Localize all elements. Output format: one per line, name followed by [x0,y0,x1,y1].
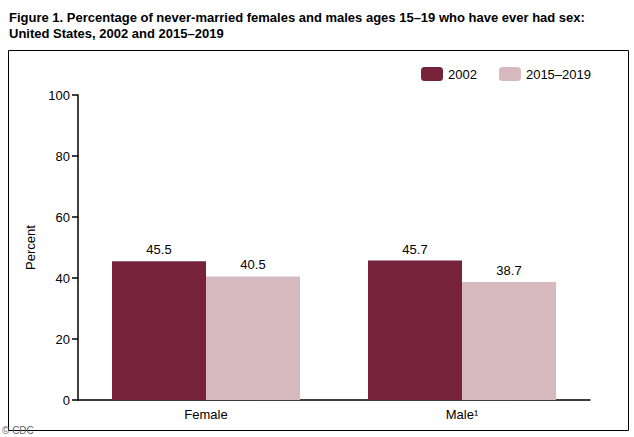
svg-text:80: 80 [56,149,70,164]
svg-text:38.7: 38.7 [496,263,521,278]
svg-text:United States, 2002 and 2015–2: United States, 2002 and 2015–2019 [9,26,224,41]
svg-text:2015–2019: 2015–2019 [526,67,591,82]
svg-text:45.5: 45.5 [146,242,171,257]
svg-text:100: 100 [48,88,70,103]
svg-text:Figure 1. Percentage of never-: Figure 1. Percentage of never-married fe… [9,10,589,25]
svg-text:Female: Female [184,407,227,422]
svg-text:40: 40 [56,271,70,286]
svg-text:45.7: 45.7 [402,242,427,257]
svg-text:© CDC: © CDC [2,425,34,436]
svg-text:60: 60 [56,210,70,225]
svg-text:40.5: 40.5 [240,257,265,272]
svg-text:Male¹: Male¹ [446,407,479,422]
svg-text:0: 0 [63,393,70,408]
svg-text:Percent: Percent [23,225,38,270]
svg-text:20: 20 [56,332,70,347]
svg-text:2002: 2002 [448,67,477,82]
